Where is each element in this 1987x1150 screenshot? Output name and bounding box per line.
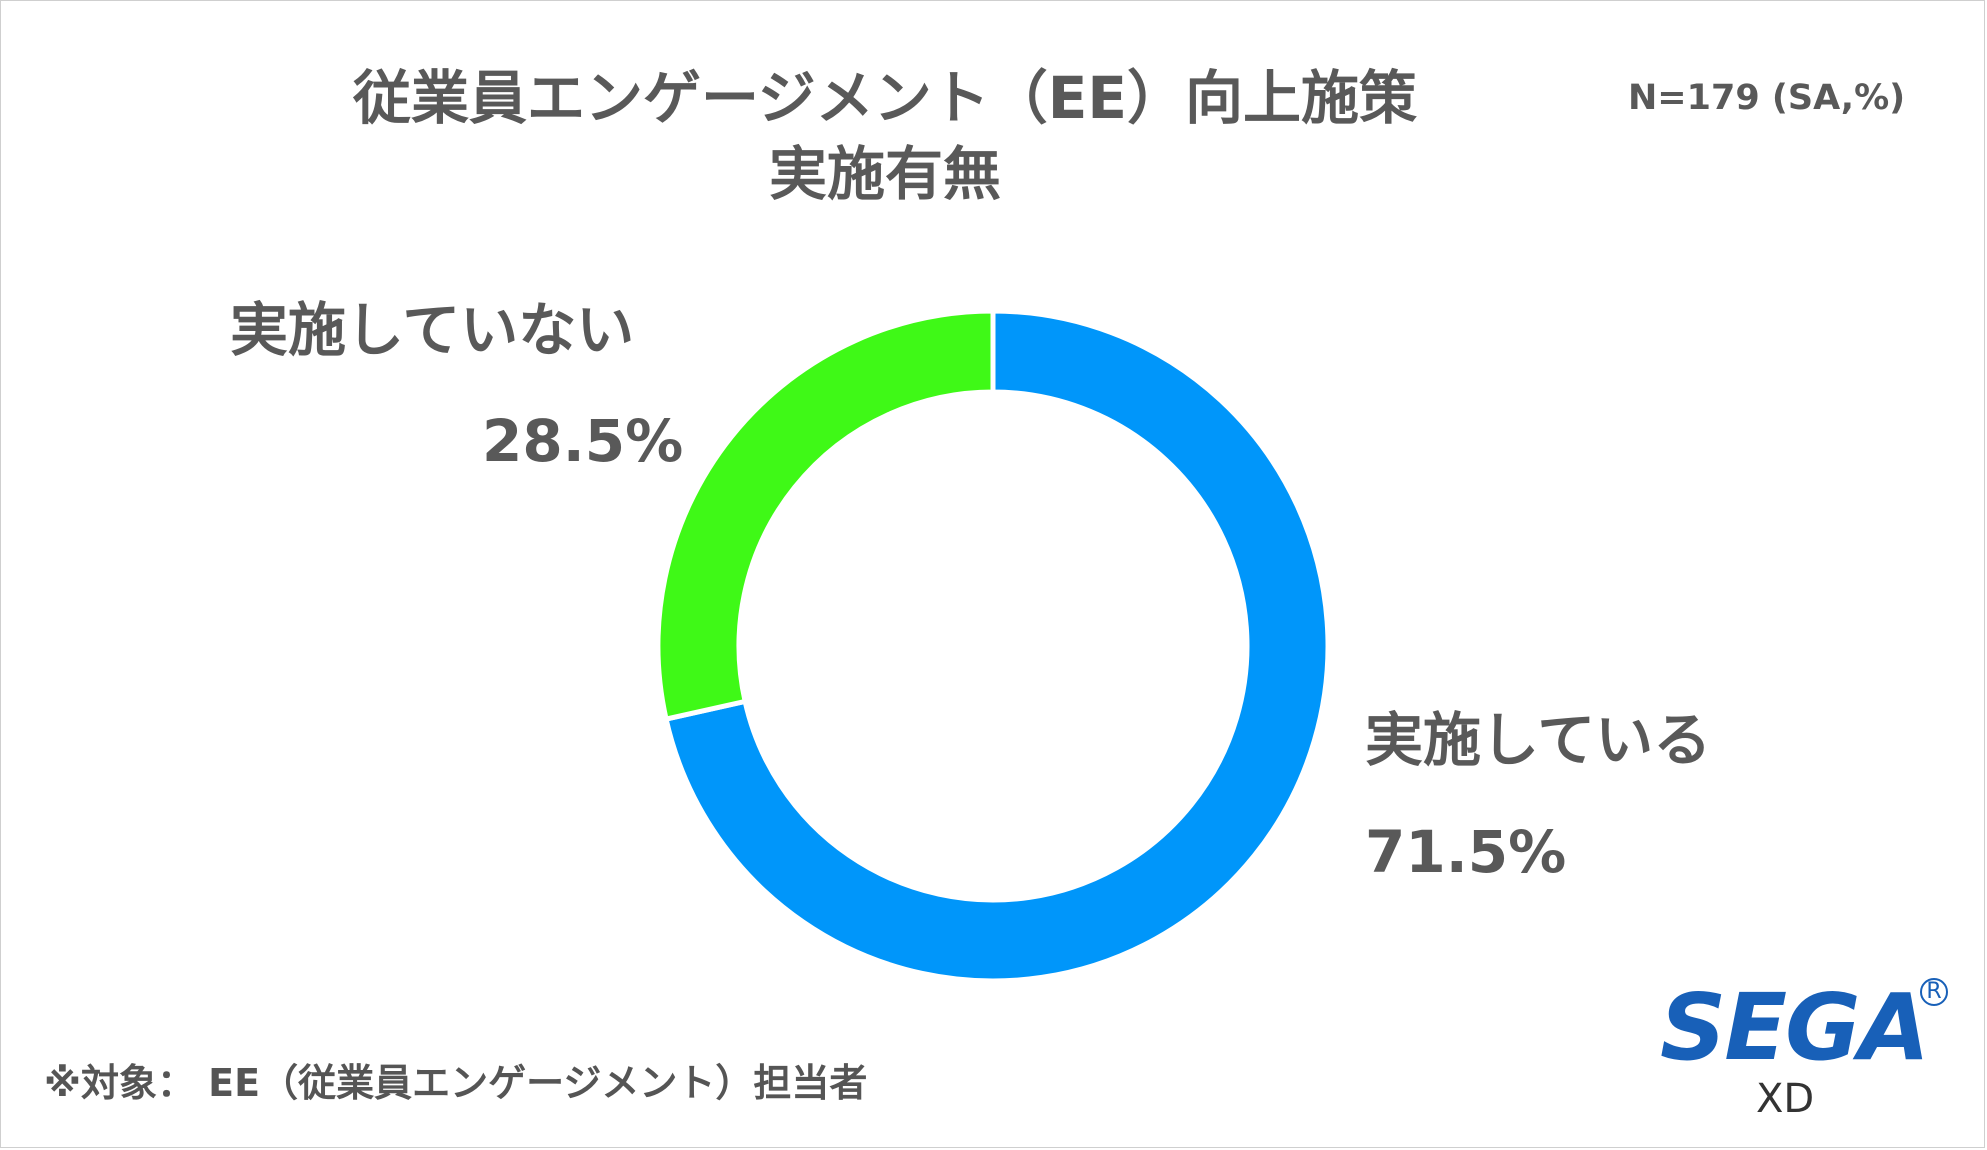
target-footnote: ※対象： EE（従業員エンゲージメント）担当者	[44, 1061, 868, 1105]
slice-label-implemented: 実施している	[1365, 706, 1712, 774]
slice-value-not-implemented: 28.5%	[482, 407, 684, 475]
logo-subtitle: XD	[1756, 1076, 1815, 1122]
registered-mark-icon: R	[1920, 978, 1948, 1006]
sample-size-note: N=179 (SA,%)	[1628, 78, 1906, 118]
chart-title-line-1: 従業員エンゲージメント（EE）向上施策	[352, 64, 1418, 132]
slice-label-not-implemented: 実施していない	[230, 296, 635, 364]
donut-slice-not-implemented	[655, 308, 996, 723]
slice-value-implemented: 71.5%	[1365, 818, 1567, 886]
sega-xd-logo: SEGA R XD	[1660, 978, 1950, 1128]
chart-title: 従業員エンゲージメント（EE）向上施策 実施有無	[200, 60, 1570, 212]
chart-title-line-2: 実施有無	[768, 140, 1001, 208]
sega-logo-wordmark: SEGA	[1660, 974, 1930, 1081]
donut-slice-implemented	[663, 308, 1331, 984]
